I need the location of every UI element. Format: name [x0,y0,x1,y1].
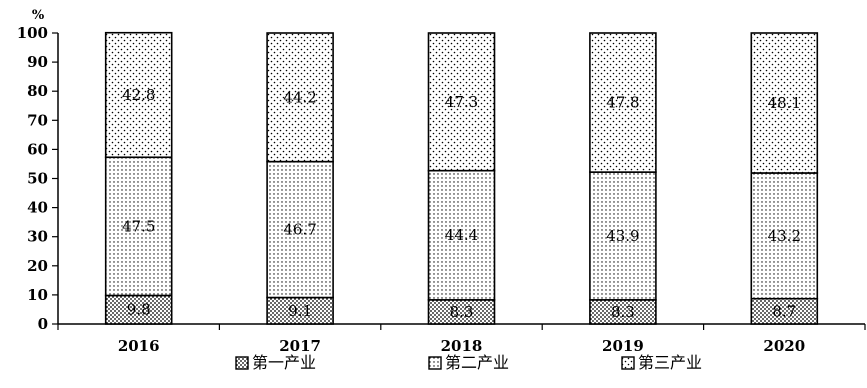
bar-segment-2016-s2 [104,156,173,297]
bar-segment-2018-s2 [427,169,496,301]
data-label-2019-s2: 43.9 [606,227,639,245]
legend: 第一产业 第二产业 第三产业 [235,353,702,372]
data-label-2019-s3: 47.8 [606,94,639,112]
bar-segment-2017-s2 [266,160,334,299]
data-label-2020-s3: 48.1 [768,94,801,112]
legend-label-s2: 第二产业 [445,353,509,372]
bar-segment-2020-s1 [750,297,819,325]
y-tick-label-40: 40 [27,199,48,217]
data-label-2018-s2: 44.4 [445,226,478,244]
bar-segment-2019-s3 [589,32,657,173]
data-label-2017-s2: 46.7 [283,221,316,239]
y-tick-label-0: 0 [38,315,48,333]
data-label-2018-s1: 8.3 [450,303,474,321]
category-label-2017: 2017 [279,337,321,355]
y-tick-label-20: 20 [27,257,48,275]
y-tick-label-50: 50 [27,170,48,188]
category-label-2020: 2020 [763,337,805,355]
category-label-2018: 2018 [441,337,483,355]
category-label-2019: 2019 [602,337,644,355]
bar-segment-2017-s1 [266,296,334,325]
y-axis-unit: % [32,8,45,23]
legend-swatch-s1 [235,356,249,370]
data-label-2017-s1: 9.1 [288,302,312,320]
bar-segment-2018-s1 [427,299,496,325]
y-axis-ticks: 0 10 20 30 40 50 60 70 80 90 100 [17,24,58,333]
x-axis-ticks [57,324,866,330]
legend-swatch-s2 [428,356,442,370]
y-tick-label-30: 30 [27,228,48,246]
data-label-2020-s2: 43.2 [768,227,801,245]
data-label-2016-s2: 47.5 [122,217,155,235]
y-tick-label-70: 70 [27,111,48,129]
data-label-2016-s3: 42.8 [122,86,155,104]
category-labels: 2016 2017 2018 2019 2020 [118,337,805,355]
data-label-2016-s1: 9.8 [127,301,151,319]
y-tick-label-80: 80 [27,82,48,100]
bar-segment-2017-s3 [266,32,334,163]
y-tick-label-90: 90 [27,53,48,71]
data-label-2020-s1: 8.7 [772,302,796,320]
bar-stacks: 9.8 47.5 42.8 9.1 46.7 44.2 8.3 44.4 47.3 8.3 43.9… [104,31,819,325]
legend-label-s1: 第一产业 [252,353,316,372]
y-tick-label-60: 60 [27,140,48,158]
bar-segment-2019-s2 [589,171,657,301]
legend-label-s3: 第三产业 [638,353,702,372]
data-label-2017-s3: 44.2 [283,88,316,106]
category-label-2016: 2016 [118,337,160,355]
data-label-2018-s3: 47.3 [445,93,478,111]
bar-segment-2020-s2 [750,172,819,300]
data-label-2019-s1: 8.3 [611,303,635,321]
y-tick-label-100: 100 [17,24,48,42]
bar-segment-2018-s3 [427,32,496,172]
y-tick-label-10: 10 [27,286,48,304]
bar-segment-2016-s3 [104,31,173,159]
bar-segment-2019-s1 [589,299,657,325]
bar-segment-2020-s3 [750,32,819,174]
legend-swatch-s3 [621,356,635,370]
